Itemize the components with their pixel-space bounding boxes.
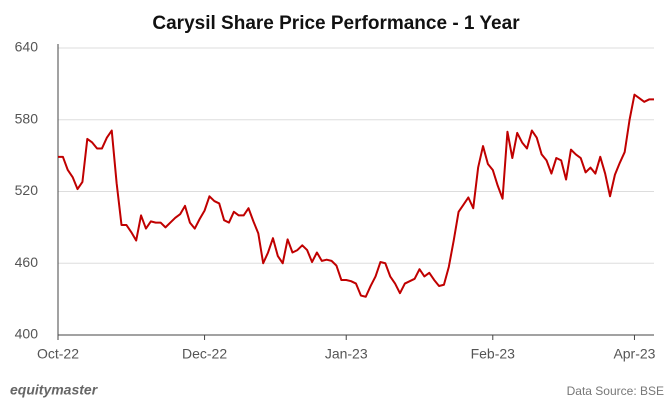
y-tick-label: 580	[15, 110, 39, 126]
brand: equitymaster	[10, 382, 99, 398]
x-tick-label: Feb-23	[471, 346, 516, 362]
source: Data Source: BSE	[567, 384, 664, 398]
x-tick-label: Apr-23	[613, 346, 655, 362]
x-tick-label: Oct-22	[37, 346, 79, 362]
chart-title: Carysil Share Price Performance - 1 Year	[152, 13, 520, 34]
y-tick-label: 460	[15, 254, 39, 270]
y-tick-label: 520	[15, 182, 39, 198]
x-tick-label: Jan-23	[325, 346, 368, 362]
y-tick-label: 400	[15, 326, 39, 342]
x-tick-label: Dec-22	[182, 346, 227, 362]
y-tick-label: 640	[15, 39, 39, 55]
price-line	[58, 93, 654, 298]
